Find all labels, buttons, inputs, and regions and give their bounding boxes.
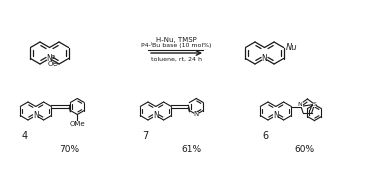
- Text: 60%: 60%: [294, 145, 315, 154]
- Text: toluene, rt, 24 h: toluene, rt, 24 h: [151, 57, 202, 62]
- Text: N: N: [47, 54, 52, 63]
- Text: N: N: [298, 102, 302, 107]
- Text: N: N: [273, 111, 279, 120]
- Text: O⊖: O⊖: [48, 61, 59, 67]
- Text: H-Nu, TMSP: H-Nu, TMSP: [156, 37, 197, 43]
- Text: N: N: [47, 54, 52, 63]
- Text: N: N: [153, 111, 159, 120]
- Text: S: S: [313, 102, 317, 107]
- Text: 70%: 70%: [59, 145, 79, 154]
- Text: OMe: OMe: [70, 121, 85, 126]
- Text: N: N: [33, 111, 39, 120]
- Text: N: N: [194, 112, 199, 117]
- Text: 7: 7: [142, 131, 148, 141]
- Text: Nu: Nu: [286, 43, 297, 52]
- Text: 61%: 61%: [181, 145, 201, 154]
- Text: 4: 4: [22, 131, 28, 141]
- Text: N: N: [262, 54, 268, 63]
- Text: ⊕: ⊕: [51, 55, 55, 60]
- Text: P4-ᴵBu base (10 mol%): P4-ᴵBu base (10 mol%): [141, 42, 212, 48]
- Text: 6: 6: [262, 131, 268, 141]
